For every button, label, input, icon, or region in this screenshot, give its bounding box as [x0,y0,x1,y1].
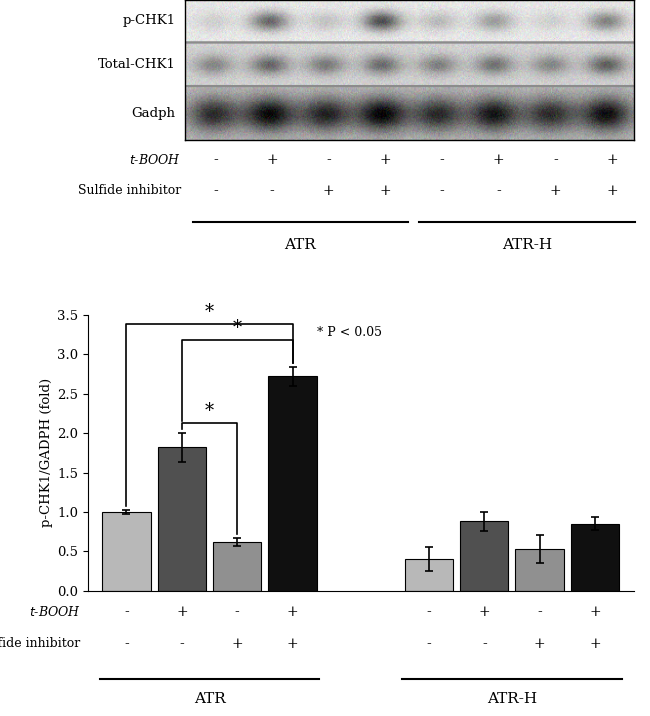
Text: p-CHK1: p-CHK1 [122,14,176,27]
Text: -: - [426,605,431,619]
Text: ATR-H: ATR-H [502,238,552,252]
Text: +: + [380,153,391,167]
Text: -: - [439,184,445,198]
Text: Gadph: Gadph [131,107,176,120]
Text: Sulfide inhibitor: Sulfide inhibitor [77,185,181,198]
Text: Sulfide inhibitor: Sulfide inhibitor [0,637,81,650]
Text: -: - [553,153,558,167]
Text: -: - [179,637,184,651]
Bar [405,559,453,591]
Text: -: - [213,184,218,198]
Text: $t$-BOOH: $t$-BOOH [129,153,181,167]
Text: *: * [233,319,242,337]
Text: Total-CHK1: Total-CHK1 [98,57,176,71]
Bar [515,549,564,591]
Text: -: - [439,153,445,167]
Bar [571,524,619,591]
Text: -: - [482,637,487,651]
Text: +: + [534,637,545,651]
Text: ATR-H: ATR-H [487,692,537,707]
Bar [460,521,508,591]
Text: +: + [323,184,335,198]
Text: * P < 0.05: * P < 0.05 [317,326,382,339]
Text: +: + [606,153,618,167]
Text: +: + [478,605,490,619]
Text: -: - [124,605,129,619]
Text: +: + [606,184,618,198]
Text: +: + [287,605,298,619]
Text: -: - [326,153,331,167]
Text: -: - [124,637,129,651]
Bar [268,377,317,591]
Y-axis label: p-CHK1/GADPH (fold): p-CHK1/GADPH (fold) [40,378,53,528]
Text: +: + [266,153,278,167]
Bar [213,542,261,591]
Text: -: - [426,637,431,651]
Text: -: - [270,184,274,198]
Text: +: + [231,637,243,651]
Text: +: + [380,184,391,198]
Bar [102,512,151,591]
Text: ATR: ATR [285,238,317,252]
Text: +: + [590,605,601,619]
Text: -: - [496,184,501,198]
Text: +: + [549,184,561,198]
Text: *: * [205,402,214,420]
Text: *: * [205,303,214,321]
Bar [158,448,206,591]
Text: ATR: ATR [194,692,226,707]
Text: +: + [287,637,298,651]
Text: +: + [590,637,601,651]
Text: -: - [538,605,542,619]
Text: +: + [176,605,188,619]
Text: -: - [235,605,240,619]
Text: +: + [493,153,504,167]
Text: -: - [213,153,218,167]
Text: $t$-BOOH: $t$-BOOH [29,605,81,619]
